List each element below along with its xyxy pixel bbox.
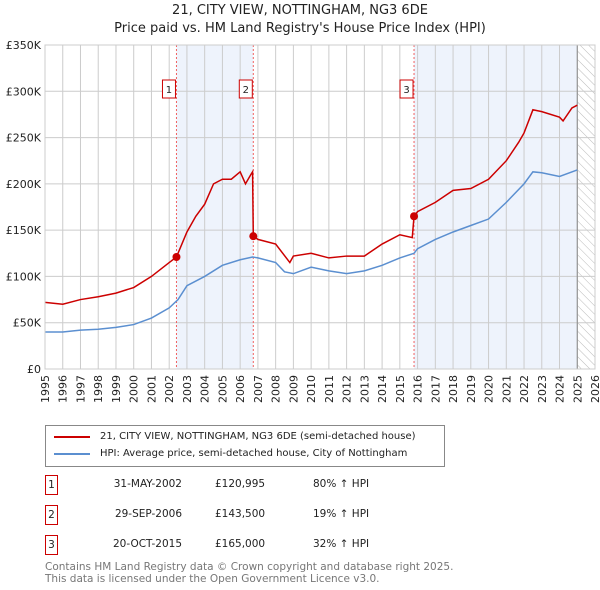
title-line: 21, CITY VIEW, NOTTINGHAM, NG3 6DE xyxy=(172,3,428,18)
sale-label-box xyxy=(161,79,176,99)
x-tick-label: 2021 xyxy=(500,375,513,403)
x-tick-label: 2026 xyxy=(589,375,600,403)
sale-label: 2 xyxy=(243,85,249,96)
y-tick-label: £350K xyxy=(6,39,42,52)
x-tick-label: 2016 xyxy=(412,375,425,403)
sale-marker: 3 xyxy=(45,535,58,555)
x-tick-label: 2023 xyxy=(536,375,549,403)
footer-line: Contains HM Land Registry data © Crown c… xyxy=(45,561,454,573)
x-tick-label: 2011 xyxy=(323,375,336,403)
legend-item-hpi: HPI: Average price, semi-detached house,… xyxy=(54,448,407,459)
x-tick-label: 2012 xyxy=(341,375,354,403)
x-tick-label: 2009 xyxy=(287,375,300,403)
x-tick-label: 2002 xyxy=(163,375,176,403)
sale-label-box xyxy=(238,79,253,99)
blue-line-swatch xyxy=(54,452,90,455)
legend-label: 21, CITY VIEW, NOTTINGHAM, NG3 6DE (semi… xyxy=(100,431,416,442)
x-tick-label: 1995 xyxy=(39,375,52,403)
sale-price: £120,995 xyxy=(215,478,266,490)
sale-hpi: 32% ↑ HPI xyxy=(313,538,370,550)
price-chart: 1995 1996 1997 1998 1999 2000 2001 2002 2003 2004… xyxy=(6,39,600,403)
shaded-period xyxy=(414,45,578,369)
x-tick-label: 2024 xyxy=(554,375,567,403)
x-tick-label: 2000 xyxy=(128,375,141,403)
x-tick-label: 2019 xyxy=(465,375,478,403)
x-tick-label: 2010 xyxy=(305,375,318,403)
y-tick-label: £250K xyxy=(6,132,42,145)
x-tick-label: 2005 xyxy=(216,375,229,403)
subtitle-line: Price paid vs. HM Land Registry's House … xyxy=(114,21,486,36)
x-tick-label: 2008 xyxy=(270,375,283,403)
x-tick-label: 2007 xyxy=(252,375,265,403)
x-tick-label: 2018 xyxy=(447,375,460,403)
x-tick-label: 1998 xyxy=(92,375,105,403)
legend: 21, CITY VIEW, NOTTINGHAM, NG3 6DE (semi… xyxy=(45,425,445,467)
x-tick-label: 2015 xyxy=(394,375,407,403)
legend-label: HPI: Average price, semi-detached house,… xyxy=(100,448,408,459)
y-tick-label: £150K xyxy=(6,224,42,237)
sale-point xyxy=(410,212,419,221)
plot-border xyxy=(44,44,596,370)
y-tick-label: £300K xyxy=(6,85,42,98)
sale-marker: 1 xyxy=(45,475,58,495)
footer: Contains HM Land Registry data © Crown c… xyxy=(45,561,453,585)
x-tick-label: 2020 xyxy=(483,375,496,403)
chart-title: 21, CITY VIEW, NOTTINGHAM, NG3 6DE Price… xyxy=(0,2,600,38)
sale-label-box xyxy=(399,79,414,99)
sale-hpi: 80% ↑ HPI xyxy=(313,478,370,490)
footer-line: This data is licensed under the Open Gov… xyxy=(45,573,380,585)
red-line-swatch xyxy=(54,435,90,438)
property-line xyxy=(44,104,578,305)
sale-label: 3 xyxy=(403,85,409,96)
x-tick-label: 1997 xyxy=(74,375,87,403)
sale-point xyxy=(172,252,181,261)
sale-price: £143,500 xyxy=(215,508,266,520)
sale-label: 1 xyxy=(166,85,172,96)
x-tick-label: 2014 xyxy=(376,375,389,403)
legend-item-property: 21, CITY VIEW, NOTTINGHAM, NG3 6DE (semi… xyxy=(54,431,416,442)
x-tick-label: 2004 xyxy=(199,375,212,403)
x-tick-label: 2001 xyxy=(145,375,158,403)
sale-date: 29-SEP-2006 xyxy=(114,508,182,520)
sale-date: 31-MAY-2002 xyxy=(113,478,182,490)
x-tick-label: 2022 xyxy=(518,375,531,403)
x-tick-label: 1999 xyxy=(110,375,123,403)
x-tick-label: 1996 xyxy=(57,375,70,403)
sale-marker: 2 xyxy=(45,505,58,525)
x-tick-label: 2003 xyxy=(181,375,194,403)
forecast-hatch xyxy=(577,45,595,369)
y-tick-label: £200K xyxy=(6,178,42,191)
sale-date: 20-OCT-2015 xyxy=(113,538,182,550)
x-tick-label: 2025 xyxy=(571,375,584,403)
sale-hpi: 19% ↑ HPI xyxy=(313,508,370,520)
x-tick-label: 2013 xyxy=(358,375,371,403)
y-tick-label: £0 xyxy=(27,363,41,376)
x-tick-label: 2017 xyxy=(429,375,442,403)
hpi-line xyxy=(45,169,578,333)
y-tick-label: £50K xyxy=(13,317,42,330)
sale-price: £165,000 xyxy=(215,538,266,550)
y-tick-label: £100K xyxy=(6,270,42,283)
sale-point xyxy=(249,232,258,241)
x-tick-label: 2006 xyxy=(234,375,247,403)
